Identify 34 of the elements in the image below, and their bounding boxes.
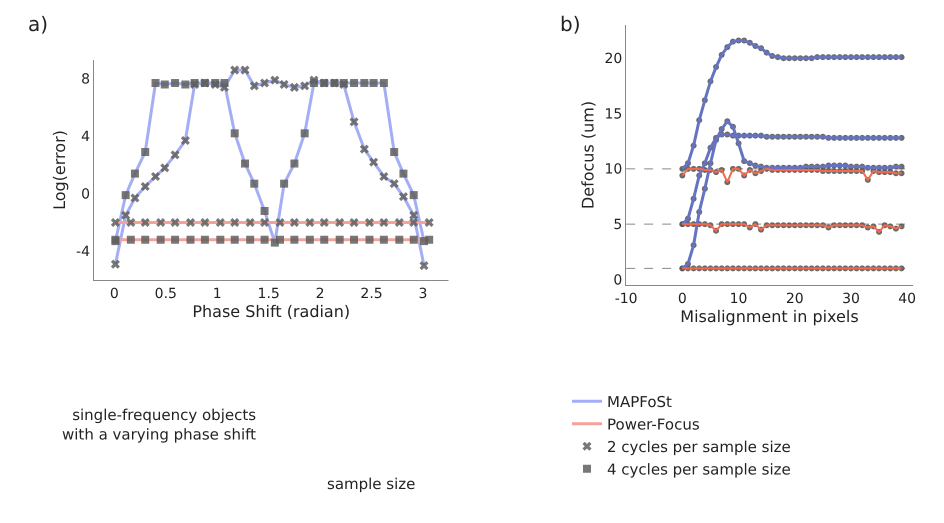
text: single-frequency objects with a varying phase shift [62, 406, 256, 444]
x-tick-label: 2 [316, 286, 325, 302]
x-tick-label: 1 [212, 286, 222, 302]
y-tick-label: 20 [604, 51, 622, 68]
y-tick-label: 0 [613, 272, 622, 288]
x-tick-label: 40 [898, 290, 916, 307]
x-tick-label: 3 [418, 286, 428, 302]
legend-label: 2 cycles per sample size [607, 438, 791, 456]
x-tick-label: 2.5 [360, 286, 383, 302]
x-axis-title: Misalignment in pixels [680, 306, 859, 326]
y-tick-label: 8 [81, 72, 90, 88]
x-tick-label: 20 [786, 290, 804, 307]
x-tick-label: 0 [678, 290, 687, 307]
y-axis-title: Log(error) [50, 130, 69, 210]
y-axis-title: Defocus (um) [578, 100, 598, 210]
chart-title: b) [560, 12, 580, 36]
x-tick-label: 1.5 [258, 286, 280, 302]
y-tick-label: 5 [613, 217, 622, 234]
x-tick-label: 0 [110, 286, 119, 302]
y-tick-label: 4 [81, 129, 90, 146]
x-axis-title: Phase Shift (radian) [192, 302, 350, 321]
x-tick-label: 10 [730, 290, 748, 307]
y-tick-label: 10 [604, 162, 622, 178]
chart-title: a) [28, 12, 48, 36]
y-tick-label: 15 [604, 106, 622, 122]
legend-label: MAPFoSt [607, 393, 672, 412]
text: sample size [327, 475, 416, 493]
legend-label: Power-Focus [607, 416, 700, 434]
x-tick-label: -10 [614, 290, 638, 307]
y-tick-label: 0 [81, 186, 90, 203]
x-tick-label: 30 [842, 290, 860, 307]
x-tick-label: 0.5 [154, 286, 177, 302]
legend-label: 4 cycles per sample size [607, 460, 791, 479]
y-tick-label: -4 [76, 244, 90, 260]
